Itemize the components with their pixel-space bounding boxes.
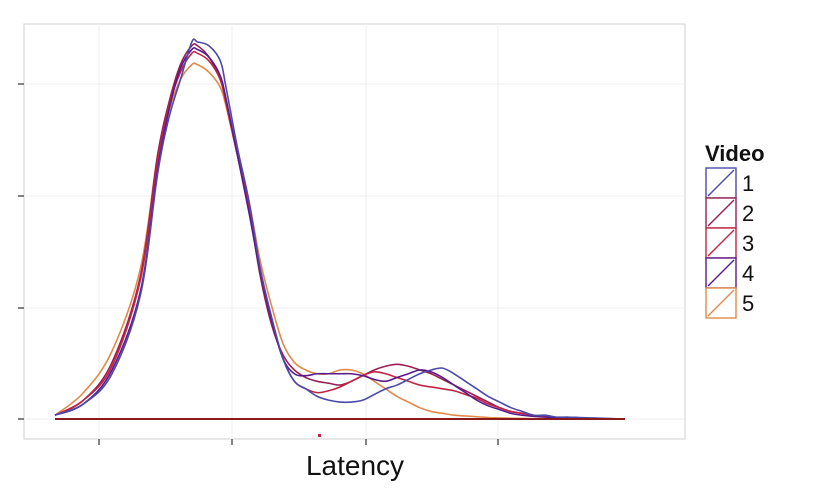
legend-label: 3 (742, 231, 754, 256)
legend-label: 4 (742, 261, 754, 286)
rug-mark (318, 434, 321, 437)
legend-key-diagonal (707, 289, 735, 317)
legend-key-diagonal (707, 169, 735, 197)
x-axis-label: Latency (306, 450, 404, 481)
series-lines (54, 38, 626, 420)
plot-area (18, 23, 686, 445)
legend-title: Video (705, 141, 765, 166)
series-line-1 (54, 38, 626, 420)
legend-item-2: 2 (705, 197, 754, 229)
axis-ticks (18, 83, 499, 445)
legend-item-5: 5 (705, 287, 754, 319)
legend: Video 1 2 3 4 5 (705, 141, 765, 319)
legend-item-4: 4 (705, 257, 754, 289)
legend-key-diagonal (707, 229, 735, 257)
plot-panel (23, 23, 686, 440)
legend-label: 2 (742, 201, 754, 226)
legend-label: 1 (742, 171, 754, 196)
legend-key-diagonal (707, 199, 735, 227)
series-line-4 (54, 47, 626, 420)
legend-item-3: 3 (705, 227, 754, 259)
legend-items: 1 2 3 4 5 (705, 167, 754, 319)
legend-item-1: 1 (705, 167, 754, 199)
legend-label: 5 (742, 291, 754, 316)
legend-key-diagonal (707, 259, 735, 287)
